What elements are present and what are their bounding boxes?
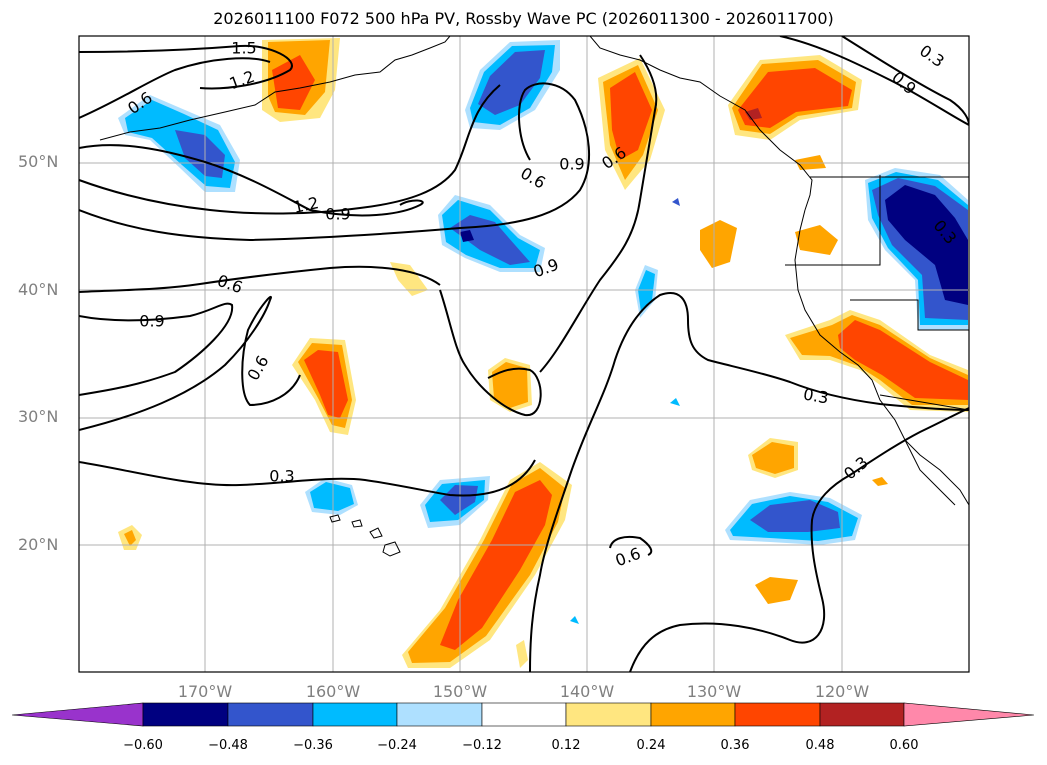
anomaly-pos-gulf-alaska-inner [610, 72, 652, 160]
anomaly-pos-strip [516, 640, 528, 668]
hawaii-2 [351, 519, 363, 528]
contour-label: 0.9 [139, 311, 165, 331]
colorbar-swatch-4 [396, 702, 483, 727]
map-title: 2026011100 F072 500 hPa PV, Rossby Wave … [213, 9, 834, 28]
colorbar-swatch-6 [565, 702, 652, 727]
contour-8 [79, 295, 301, 431]
colorbar-swatch-5 [481, 702, 567, 727]
lat-label-30n: 30°N [18, 407, 59, 426]
anomaly-neg-tiny-1 [672, 198, 680, 206]
coast-alaska-2 [589, 36, 813, 211]
colorbar-max-extend [903, 702, 1035, 727]
anomaly-pos-175w-core [124, 530, 136, 546]
anomaly-pos-california-inner [838, 320, 968, 400]
anomaly-neg-tiny-3 [570, 616, 579, 624]
border-states-2 [850, 299, 969, 331]
contour-10 [439, 289, 542, 417]
border-states-1 [785, 175, 881, 266]
lat-label-50n: 50°N [18, 152, 59, 171]
colorbar-tick: −0.48 [208, 738, 248, 753]
contour-13 [629, 407, 969, 672]
colorbar-tick: 0.12 [551, 738, 581, 753]
lat-label-20n: 20°N [18, 535, 59, 554]
anomaly-pos-160w-inner [304, 350, 348, 418]
contour-14 [609, 535, 653, 556]
hawaii-1 [329, 514, 341, 523]
anomaly-pos-small-1 [390, 262, 428, 296]
hawaii-4 [382, 541, 401, 557]
positive-anomalies [118, 38, 968, 668]
contour-16 [779, 36, 969, 126]
colorbar-tick: −0.24 [377, 738, 417, 753]
contour-11 [539, 54, 658, 373]
lon-label-120w: 120°W [814, 682, 870, 701]
anomaly-neg-tiny-2 [670, 398, 680, 406]
contour-9 [79, 459, 536, 497]
colorbar-tick: −0.36 [293, 738, 333, 753]
anomaly-pos-aleutian-inner [272, 55, 315, 110]
coast-alaska [99, 36, 451, 141]
negative-anomalies [118, 40, 968, 624]
contour-7 [79, 302, 234, 396]
colorbar-tick: 0.36 [720, 738, 750, 753]
contour-2 [79, 57, 271, 119]
contour-label: 0.9 [559, 154, 585, 174]
anomaly-neg-160w-low-core [310, 482, 354, 511]
anomaly-neg-150w-low-inner [440, 485, 478, 515]
coastlines [99, 36, 969, 557]
anomaly-pos-125w [755, 577, 798, 604]
anomaly-pos-128w-core [752, 442, 794, 474]
contour-6 [79, 265, 441, 293]
colorbar [11, 702, 1035, 727]
anomaly-pos-oregon [795, 225, 838, 255]
colorbar-tick: −0.60 [123, 738, 163, 753]
contour-label: 0.3 [269, 466, 295, 486]
colorbar-tick: 0.60 [889, 738, 919, 753]
colorbar-swatch-7 [650, 702, 736, 727]
anomaly-neg-138w-core [638, 270, 655, 312]
coast-west-us [794, 209, 969, 506]
anomaly-pos-bc-inner [738, 68, 852, 128]
border-mexico [879, 394, 969, 411]
pv-contours [79, 36, 969, 672]
contour-5 [79, 82, 591, 242]
contour-label: 1.5 [231, 38, 257, 58]
colorbar-tick: −0.12 [462, 738, 502, 753]
lon-label-150w: 150°W [432, 682, 488, 701]
contour-label: 0.9 [325, 204, 351, 224]
colorbar-swatch-8 [734, 702, 821, 727]
baja [904, 439, 956, 506]
anomaly-neg-aleutian-inner [175, 130, 225, 178]
contour-4 [79, 84, 501, 215]
colorbar-swatch-1 [142, 702, 229, 727]
anomaly-pos-bc-peak [745, 108, 762, 120]
contour-1 [79, 44, 293, 90]
lon-label-130w: 130°W [686, 682, 742, 701]
colorbar-swatch-3 [312, 702, 398, 727]
anomaly-pos-148w-core [492, 362, 528, 408]
anomaly-neg-gulf-inner [478, 50, 545, 115]
colorbar-tick: 0.48 [805, 738, 835, 753]
colorbar-swatch-9 [819, 702, 905, 727]
contour-15 [841, 36, 969, 126]
colorbar-tick: 0.24 [636, 738, 666, 753]
anomaly-pos-mid [700, 220, 737, 268]
contour-3 [79, 144, 424, 217]
colorbar-swatch-2 [227, 702, 314, 727]
hawaii-3 [369, 527, 383, 539]
map-frame [78, 35, 970, 673]
contour-12 [529, 292, 969, 672]
anomaly-neg-125w-low-inner [750, 500, 840, 532]
anomaly-neg-west-us-inner [885, 185, 968, 305]
anomaly-pos-117w [872, 477, 888, 486]
colorbar-min-extend [11, 702, 144, 727]
lon-label-140w: 140°W [559, 682, 615, 701]
lon-label-160w: 160°W [305, 682, 361, 701]
anomaly-neg-mid-peak [460, 230, 474, 242]
lon-label-170w: 170°W [177, 682, 233, 701]
lat-label-40n: 40°N [18, 280, 59, 299]
anomaly-pos-subtropical-inner [440, 480, 552, 650]
